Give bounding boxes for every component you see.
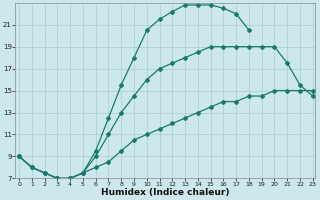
X-axis label: Humidex (Indice chaleur): Humidex (Indice chaleur) <box>101 188 229 197</box>
